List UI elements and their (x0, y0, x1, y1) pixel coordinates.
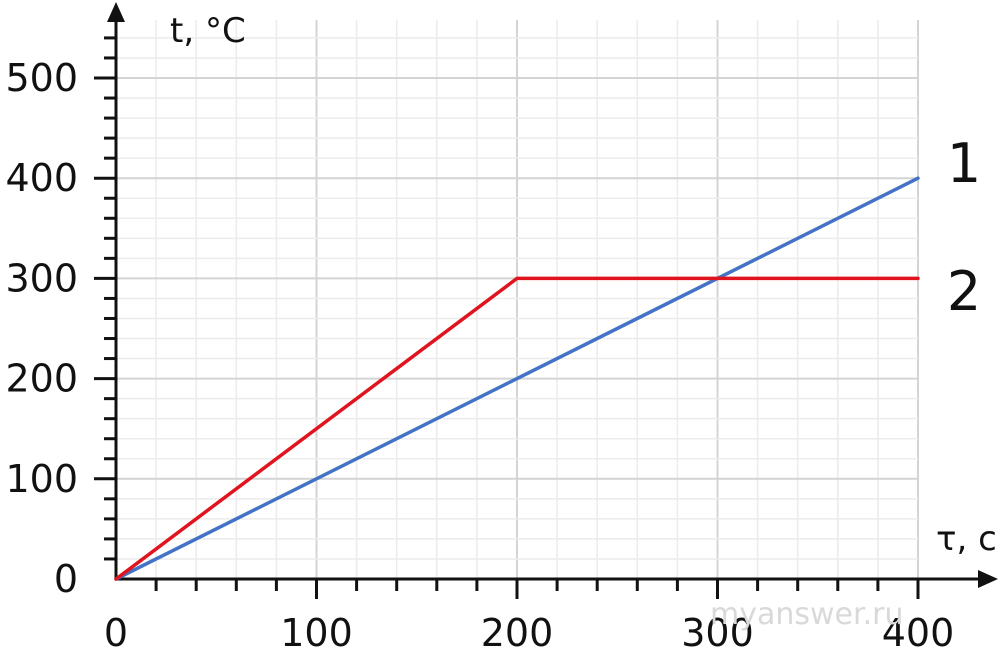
y-axis-arrow (107, 2, 125, 22)
x-tick-label: 300 (681, 611, 754, 652)
watermark: myanswer.ru (710, 597, 903, 632)
y-tick-label: 100 (5, 457, 78, 501)
y-axis-label: t, °C (170, 11, 246, 51)
y-tick-label: 300 (5, 256, 78, 300)
axes (94, 2, 998, 599)
x-axis-arrow (978, 570, 998, 588)
series-label-1: 1 (947, 132, 981, 195)
grid (115, 20, 919, 580)
x-tick-label: 200 (481, 611, 554, 652)
labels-group: 0 100 200 300 400 0 100 200 300 400 500 1 2 (5, 56, 981, 652)
x-axis-label: τ, c (936, 519, 997, 559)
x-tick-label: 100 (280, 611, 353, 652)
y-tick-label: 500 (5, 56, 78, 100)
x-tick-label: 400 (882, 611, 955, 652)
series-label-2: 2 (947, 260, 981, 323)
series-line-2 (114, 276, 920, 581)
x-tick-label: 0 (104, 611, 128, 652)
y-tick-label: 0 (54, 557, 78, 601)
series-line-1 (114, 176, 920, 581)
y-tick-label: 400 (5, 156, 78, 200)
series-group (114, 176, 920, 581)
y-tick-label: 200 (5, 357, 78, 401)
